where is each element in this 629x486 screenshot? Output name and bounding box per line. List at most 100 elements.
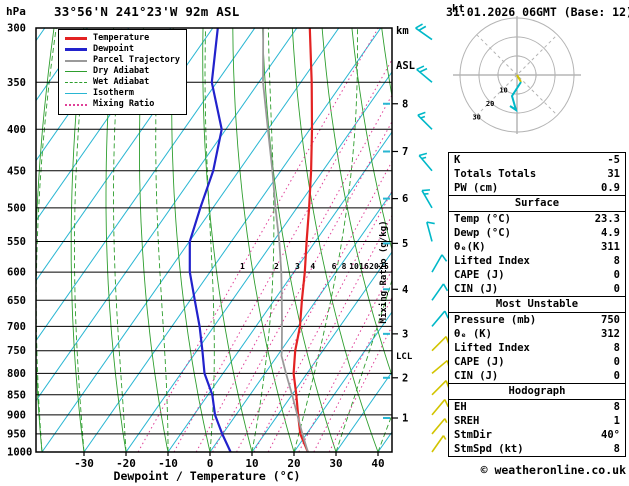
svg-text:450: 450 bbox=[7, 165, 26, 177]
legend-item: Isotherm bbox=[65, 88, 180, 99]
parcel-trajectory-curve bbox=[262, 28, 309, 452]
table-row: Totals Totals 31 bbox=[449, 167, 625, 181]
mixing-ratio-axis-label: Mixing Ratio (g/kg) bbox=[378, 221, 389, 324]
stat-label: Lifted Index bbox=[454, 342, 530, 354]
stat-value: 311 bbox=[601, 241, 620, 253]
table-row: StmDir 40° bbox=[449, 428, 625, 442]
table-row: Pressure (mb) 750 bbox=[449, 313, 625, 327]
stat-value: -5 bbox=[607, 154, 620, 166]
pressure-axis-labels: 300 350 400 450 500 550 600 650 700 750 800 850 900 9… bbox=[7, 23, 32, 459]
table-section-header: Hodograph bbox=[448, 384, 626, 399]
table-section: Temp (°C) 23.3 Dewp (°C) 4.9 θₑ(K) 311 Lifted … bbox=[448, 211, 626, 297]
legend-line-sample bbox=[65, 82, 87, 83]
svg-text:300: 300 bbox=[7, 23, 26, 35]
stat-label: EH bbox=[454, 401, 467, 413]
stats-table: K -5 Totals Totals 31 PW (cm) 0.9 Surface Temp … bbox=[448, 152, 626, 457]
table-row: CAPE (J) 0 bbox=[449, 268, 625, 282]
svg-text:5: 5 bbox=[402, 238, 408, 250]
table-section: K -5 Totals Totals 31 PW (cm) 0.9 bbox=[448, 152, 626, 196]
hodograph: 10 20 30 bbox=[453, 16, 581, 134]
table-section: EH 8 SREH 1 StmDir 40° StmSpd (kt) 8 bbox=[448, 399, 626, 457]
svg-text:30: 30 bbox=[472, 113, 480, 121]
stat-value: 31 bbox=[607, 168, 620, 180]
legend-item: Mixing Ratio bbox=[65, 99, 180, 110]
stat-label: CAPE (J) bbox=[454, 269, 505, 281]
stat-label: K bbox=[454, 154, 461, 166]
altitude-axis: 1 2 3 4 5 6 7 8 bbox=[383, 98, 408, 425]
svg-text:40: 40 bbox=[371, 457, 384, 470]
table-row: SREH 1 bbox=[449, 414, 625, 428]
legend-line-sample bbox=[65, 103, 87, 106]
stat-label: CIN (J) bbox=[454, 283, 499, 295]
svg-text:6: 6 bbox=[402, 193, 408, 205]
svg-text:950: 950 bbox=[7, 428, 26, 440]
legend-label: Mixing Ratio bbox=[93, 99, 155, 109]
svg-text:1000: 1000 bbox=[7, 447, 32, 459]
stat-value: 40° bbox=[601, 429, 620, 441]
svg-text:0: 0 bbox=[207, 457, 214, 470]
svg-text:7: 7 bbox=[402, 146, 408, 158]
stat-value: 312 bbox=[601, 328, 620, 340]
svg-text:16: 16 bbox=[359, 262, 369, 271]
svg-text:1: 1 bbox=[402, 413, 408, 425]
legend-line-sample bbox=[65, 48, 87, 51]
stat-label: Dewp (°C) bbox=[454, 227, 511, 239]
legend-item: Dewpoint bbox=[65, 44, 180, 55]
stat-label: CIN (J) bbox=[454, 370, 499, 382]
svg-text:3: 3 bbox=[295, 262, 300, 271]
hodograph-unit-label: kt bbox=[452, 3, 465, 15]
svg-text:-30: -30 bbox=[74, 457, 94, 470]
table-section-header: Most Unstable bbox=[448, 297, 626, 312]
stat-label: PW (cm) bbox=[454, 182, 499, 194]
svg-text:800: 800 bbox=[7, 368, 26, 380]
svg-text:500: 500 bbox=[7, 202, 26, 214]
svg-text:-10: -10 bbox=[158, 457, 178, 470]
svg-text:10: 10 bbox=[499, 86, 507, 94]
altitude-unit-km: km bbox=[396, 25, 409, 37]
stat-label: SREH bbox=[454, 415, 480, 427]
svg-text:350: 350 bbox=[7, 77, 26, 89]
stat-label: CAPE (J) bbox=[454, 356, 505, 368]
stat-label: Pressure (mb) bbox=[454, 314, 537, 326]
table-row: K -5 bbox=[449, 153, 625, 167]
svg-text:3: 3 bbox=[402, 328, 408, 340]
svg-text:8: 8 bbox=[342, 262, 347, 271]
stat-value: 0.9 bbox=[601, 182, 620, 194]
stat-value: 23.3 bbox=[594, 213, 620, 225]
table-row: θₑ (K) 312 bbox=[449, 327, 625, 341]
stat-label: θₑ (K) bbox=[454, 328, 492, 340]
svg-text:750: 750 bbox=[7, 345, 26, 357]
stat-value: 0 bbox=[613, 356, 620, 368]
svg-text:850: 850 bbox=[7, 389, 26, 401]
altitude-unit-label: km ASL bbox=[396, 3, 421, 95]
legend-label: Temperature bbox=[93, 33, 150, 43]
legend-label: Wet Adiabat bbox=[93, 77, 150, 87]
stat-label: Lifted Index bbox=[454, 255, 530, 267]
svg-text:900: 900 bbox=[7, 409, 26, 421]
table-row: CIN (J) 0 bbox=[449, 282, 625, 296]
legend-item: Dry Adiabat bbox=[65, 66, 180, 77]
table-row: θₑ(K) 311 bbox=[449, 240, 625, 254]
table-row: Lifted Index 8 bbox=[449, 341, 625, 355]
table-row: CAPE (J) 0 bbox=[449, 355, 625, 369]
temperature-curve bbox=[292, 28, 314, 452]
stat-value: 8 bbox=[613, 401, 620, 413]
legend-item: Temperature bbox=[65, 33, 180, 44]
svg-text:10: 10 bbox=[245, 457, 258, 470]
table-row: Lifted Index 8 bbox=[449, 254, 625, 268]
svg-text:2: 2 bbox=[274, 262, 279, 271]
table-row: Temp (°C) 23.3 bbox=[449, 212, 625, 226]
station-title: 33°56'N 241°23'W 92m ASL bbox=[54, 4, 240, 19]
plot-border bbox=[35, 27, 393, 453]
stat-value: 0 bbox=[613, 370, 620, 382]
table-row: CIN (J) 0 bbox=[449, 369, 625, 383]
legend: Temperature Dewpoint Parcel Trajectory Dry … bbox=[58, 29, 187, 115]
svg-text:20: 20 bbox=[486, 100, 494, 108]
legend-label: Parcel Trajectory bbox=[93, 55, 180, 65]
legend-line-sample bbox=[65, 37, 87, 40]
pressure-unit-label: hPa bbox=[6, 5, 26, 18]
wind-barb-column bbox=[415, 23, 450, 453]
stat-value: 750 bbox=[601, 314, 620, 326]
table-row: PW (cm) 0.9 bbox=[449, 181, 625, 195]
legend-line-sample bbox=[65, 59, 87, 62]
